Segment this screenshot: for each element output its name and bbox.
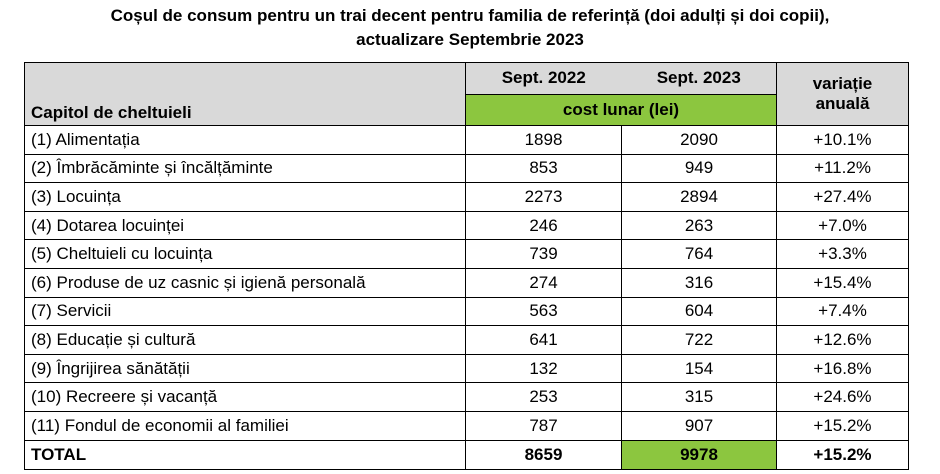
row-label: (5) Cheltuieli cu locuința — [24, 239, 466, 269]
header-annual-variation: variație anuală — [776, 62, 909, 126]
row-value-2022: 274 — [465, 267, 622, 298]
row-value-2022: 246 — [465, 210, 622, 241]
row-label: (11) Fondul de economii al familiei — [24, 410, 466, 441]
row-value-2022: 132 — [465, 353, 622, 384]
total-variation: +15.2% — [776, 439, 909, 470]
table-row: (9) Îngrijirea sănătății 132 154 +16.8% — [24, 353, 909, 384]
page-title: Coșul de consum pentru un trai decent pe… — [0, 4, 940, 52]
header-category: Capitol de cheltuieli — [24, 62, 466, 126]
row-variation: +24.6% — [776, 382, 909, 412]
row-variation: +15.4% — [776, 267, 909, 298]
row-label: (7) Servicii — [24, 296, 466, 327]
row-value-2023: 2894 — [621, 182, 777, 212]
row-variation: +7.0% — [776, 210, 909, 241]
table-row: (6) Produse de uz casnic și igienă perso… — [24, 267, 909, 298]
header-variation-line-1: variație — [812, 74, 873, 93]
row-value-2023: 907 — [621, 410, 777, 441]
total-row: TOTAL 8659 9978 +15.2% — [24, 439, 909, 470]
row-value-2022: 563 — [465, 296, 622, 327]
header-year-2022: Sept. 2022 — [465, 62, 622, 94]
row-variation: +11.2% — [776, 153, 909, 184]
row-value-2023: 315 — [621, 382, 777, 412]
row-value-2023: 722 — [621, 325, 777, 355]
row-value-2022: 739 — [465, 239, 622, 269]
title-line-2: actualizare Septembrie 2023 — [356, 30, 584, 49]
row-value-2022: 787 — [465, 410, 622, 441]
table-body: (1) Alimentația 1898 2090 +10.1% (2) Îmbrăcă… — [24, 125, 909, 441]
title-line-1: Coșul de consum pentru un trai decent pe… — [110, 6, 830, 25]
row-variation: +10.1% — [776, 125, 909, 155]
header-monthly-cost: cost lunar (lei) — [465, 93, 777, 126]
row-value-2022: 253 — [465, 382, 622, 412]
row-label: (4) Dotarea locuinței — [24, 210, 466, 241]
row-value-2023: 604 — [621, 296, 777, 327]
consumption-basket-table: Capitol de cheltuieli Sept. 2022 Sept. 2… — [24, 62, 909, 470]
row-value-2023: 949 — [621, 153, 777, 184]
total-2022: 8659 — [465, 439, 622, 470]
row-value-2023: 2090 — [621, 125, 777, 155]
row-value-2022: 1898 — [465, 125, 622, 155]
row-label: (8) Educație și cultură — [24, 325, 466, 355]
table-row: (10) Recreere și vacanță 253 315 +24.6% — [24, 382, 909, 412]
row-value-2023: 154 — [621, 353, 777, 384]
row-value-2023: 263 — [621, 210, 777, 241]
row-value-2023: 316 — [621, 267, 777, 298]
table-row: (2) Îmbrăcăminte și încălțăminte 853 949 +1… — [24, 153, 909, 184]
row-variation: +27.4% — [776, 182, 909, 212]
header-variation-line-2: anuală — [815, 94, 870, 113]
row-label: (3) Locuința — [24, 182, 466, 212]
table-row: (1) Alimentația 1898 2090 +10.1% — [24, 125, 909, 155]
table-row: (4) Dotarea locuinței 246 263 +7.0% — [24, 210, 909, 241]
table-row: (7) Servicii 563 604 +7.4% — [24, 296, 909, 327]
row-value-2022: 2273 — [465, 182, 622, 212]
row-label: (6) Produse de uz casnic și igienă perso… — [24, 267, 466, 298]
row-label: (10) Recreere și vacanță — [24, 382, 466, 412]
total-label: TOTAL — [24, 439, 466, 470]
row-variation: +15.2% — [776, 410, 909, 441]
row-variation: +16.8% — [776, 353, 909, 384]
header-year-2023: Sept. 2023 — [621, 62, 777, 94]
row-variation: +7.4% — [776, 296, 909, 327]
row-value-2022: 641 — [465, 325, 622, 355]
row-variation: +12.6% — [776, 325, 909, 355]
table-row: (5) Cheltuieli cu locuința 739 764 +3.3% — [24, 239, 909, 269]
row-value-2022: 853 — [465, 153, 622, 184]
row-label: (2) Îmbrăcăminte și încălțăminte — [24, 153, 466, 184]
table-row: (3) Locuința 2273 2894 +27.4% — [24, 182, 909, 212]
row-value-2023: 764 — [621, 239, 777, 269]
table-row: (8) Educație și cultură 641 722 +12.6% — [24, 325, 909, 355]
row-label: (1) Alimentația — [24, 125, 466, 155]
table-row: (11) Fondul de economii al familiei 787 90… — [24, 410, 909, 441]
row-label: (9) Îngrijirea sănătății — [24, 353, 466, 384]
row-variation: +3.3% — [776, 239, 909, 269]
total-2023: 9978 — [621, 439, 777, 470]
